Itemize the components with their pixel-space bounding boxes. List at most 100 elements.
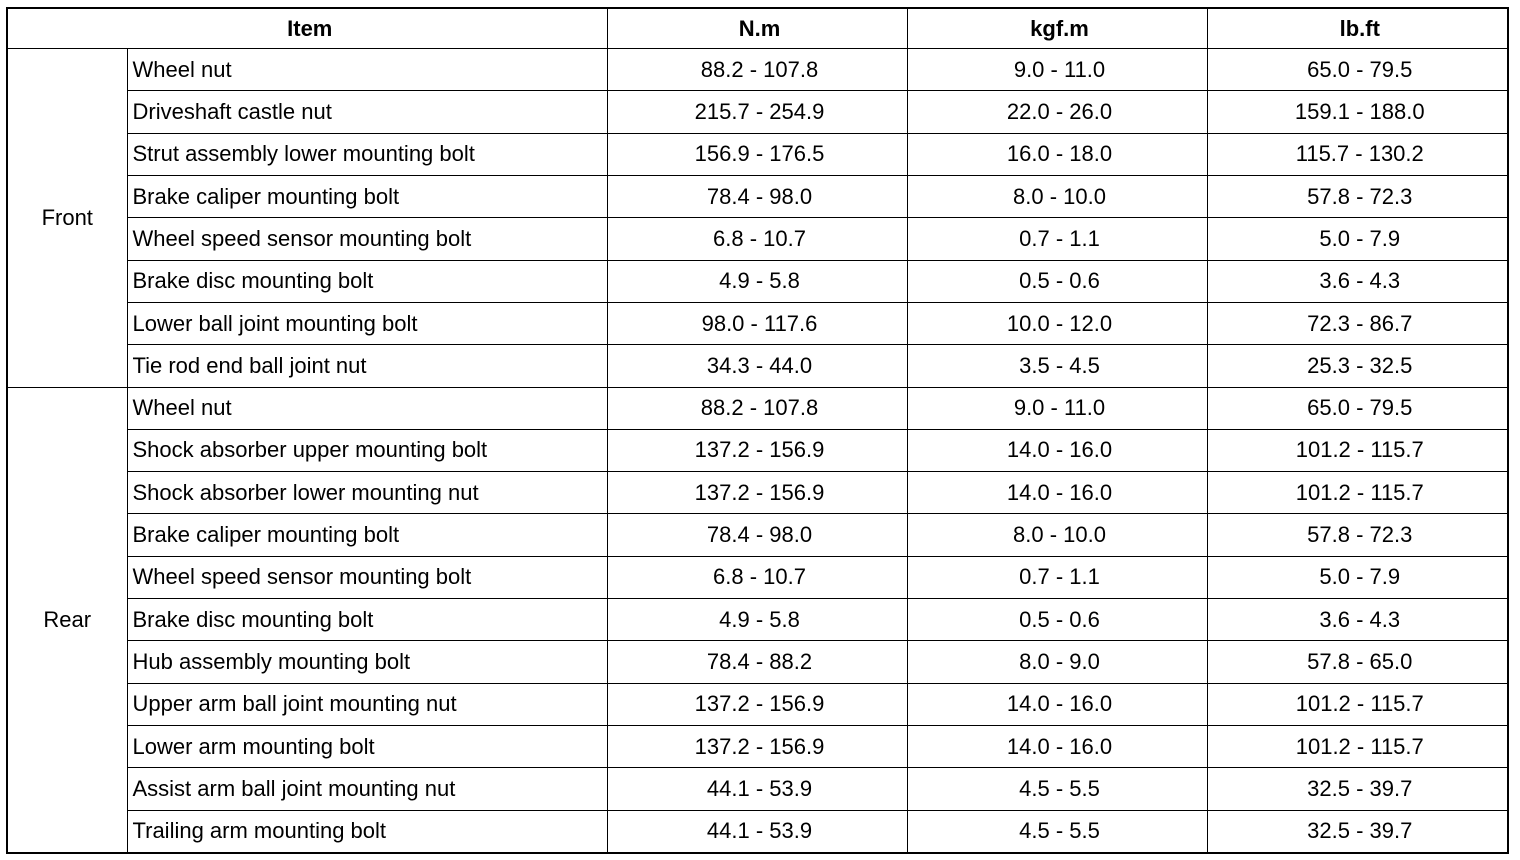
data-row: Rear Wheel nut 88.2 - 107.8 9.0 - 11.0 65.0 … [6,386,1509,854]
item-cell: Brake caliper mounting bolt [126,513,608,557]
value-cell: 101.2 - 115.7 [1206,428,1509,473]
group-cell: Front [6,48,128,388]
value-cell: 9.0 - 11.0 [906,47,1208,92]
value-cell: 115.7 - 130.2 [1206,132,1509,176]
value-cell: 57.8 - 72.3 [1206,174,1509,219]
value-cell: 3.6 - 4.3 [1206,598,1509,642]
value-cell: 0.7 - 1.1 [906,555,1208,600]
value-cell: 78.4 - 98.0 [606,174,908,219]
value-cell: 57.8 - 72.3 [1206,513,1509,557]
value-cell: 137.2 - 156.9 [606,682,908,727]
item-cell: Brake caliper mounting bolt [126,174,608,219]
data-row: Lower arm mounting bolt 137.2 - 156.9 14.0… [7,724,1509,769]
header-row: Item N.m kgf.m lb.ft [6,7,1509,49]
value-cell: 9.0 - 11.0 [906,386,1208,430]
item-cell: Upper arm ball joint mounting nut [126,682,608,727]
value-cell: 14.0 - 16.0 [906,682,1208,727]
value-cell: 34.3 - 44.0 [606,344,908,388]
value-cell: 4.9 - 5.8 [606,259,908,303]
data-row: Lower ball joint mounting bolt 98.0 - 117… [7,301,1509,346]
item-cell: Shock absorber lower mounting nut [126,471,608,515]
value-cell: 57.8 - 65.0 [1206,640,1509,684]
item-cell: Brake disc mounting bolt [126,598,608,642]
value-cell: 101.2 - 115.7 [1206,682,1509,727]
value-cell: 101.2 - 115.7 [1206,471,1509,515]
data-row: Wheel speed sensor mounting bolt 6.8 - 10… [7,555,1509,600]
data-row: Shock absorber lower mounting nut 137.2 -… [7,471,1509,515]
data-row: Assist arm ball joint mounting nut 44.1 -… [7,767,1509,811]
data-row: Front Wheel nut 88.2 - 107.8 9.0 - 11.0 65.0… [6,47,1509,388]
item-cell: Wheel speed sensor mounting bolt [126,555,608,600]
value-cell: 101.2 - 115.7 [1206,724,1509,769]
value-cell: 65.0 - 79.5 [1206,47,1509,92]
value-cell: 14.0 - 16.0 [906,724,1208,769]
item-cell: Wheel nut [126,47,608,92]
item-cell: Wheel nut [126,386,608,430]
value-cell: 78.4 - 98.0 [606,513,908,557]
data-row: Tie rod end ball joint nut 34.3 - 44.0 3.5… [7,344,1509,388]
data-row: Trailing arm mounting bolt 44.1 - 53.9 4.5… [7,809,1509,854]
data-row: Brake disc mounting bolt 4.9 - 5.8 0.5 - 0… [7,259,1509,303]
torque-table: Item N.m kgf.m lb.ft Front Wheel nut 88.2 … [6,7,1509,854]
value-cell: 16.0 - 18.0 [906,132,1208,176]
item-cell: Wheel speed sensor mounting bolt [126,217,608,261]
value-cell: 72.3 - 86.7 [1206,301,1509,346]
value-cell: 44.1 - 53.9 [606,809,908,854]
value-cell: 0.5 - 0.6 [906,259,1208,303]
item-cell: Brake disc mounting bolt [126,259,608,303]
value-cell: 14.0 - 16.0 [906,428,1208,473]
value-cell: 22.0 - 26.0 [906,90,1208,134]
item-cell: Strut assembly lower mounting bolt [126,132,608,176]
group-cell: Rear [6,386,128,854]
value-cell: 137.2 - 156.9 [606,471,908,515]
table-body: Front Wheel nut 88.2 - 107.8 9.0 - 11.0 65.0… [6,47,1509,854]
value-cell: 8.0 - 10.0 [906,513,1208,557]
value-cell: 3.6 - 4.3 [1206,259,1509,303]
data-row: Brake caliper mounting bolt 78.4 - 98.0 8.… [7,174,1509,219]
value-cell: 4.5 - 5.5 [906,767,1208,811]
value-cell: 137.2 - 156.9 [606,428,908,473]
data-row: Strut assembly lower mounting bolt 156.9 … [7,132,1509,176]
data-row: Brake caliper mounting bolt 78.4 - 98.0 8.… [7,513,1509,557]
value-cell: 14.0 - 16.0 [906,471,1208,515]
value-cell: 5.0 - 7.9 [1206,217,1509,261]
item-cell: Shock absorber upper mounting bolt [126,428,608,473]
value-cell: 98.0 - 117.6 [606,301,908,346]
item-cell: Trailing arm mounting bolt [126,809,608,854]
header-cell: N.m [606,7,908,49]
value-cell: 8.0 - 10.0 [906,174,1208,219]
item-cell: Tie rod end ball joint nut [126,344,608,388]
item-cell: Hub assembly mounting bolt [126,640,608,684]
value-cell: 3.5 - 4.5 [906,344,1208,388]
header-cell: Item [6,7,608,49]
data-row: Driveshaft castle nut 215.7 - 254.9 22.0 -… [7,90,1509,134]
value-cell: 156.9 - 176.5 [606,132,908,176]
value-cell: 0.7 - 1.1 [906,217,1208,261]
item-cell: Driveshaft castle nut [126,90,608,134]
value-cell: 0.5 - 0.6 [906,598,1208,642]
value-cell: 6.8 - 10.7 [606,217,908,261]
header-cell: lb.ft [1206,7,1509,49]
value-cell: 32.5 - 39.7 [1206,767,1509,811]
value-cell: 25.3 - 32.5 [1206,344,1509,388]
data-row: Upper arm ball joint mounting nut 137.2 -… [7,682,1509,727]
value-cell: 215.7 - 254.9 [606,90,908,134]
value-cell: 4.5 - 5.5 [906,809,1208,854]
value-cell: 78.4 - 88.2 [606,640,908,684]
value-cell: 10.0 - 12.0 [906,301,1208,346]
value-cell: 4.9 - 5.8 [606,598,908,642]
data-row: Wheel speed sensor mounting bolt 6.8 - 10… [7,217,1509,261]
value-cell: 5.0 - 7.9 [1206,555,1509,600]
value-cell: 65.0 - 79.5 [1206,386,1509,430]
value-cell: 8.0 - 9.0 [906,640,1208,684]
value-cell: 32.5 - 39.7 [1206,809,1509,854]
data-row: Brake disc mounting bolt 4.9 - 5.8 0.5 - 0… [7,598,1509,642]
data-row: Hub assembly mounting bolt 78.4 - 88.2 8.0… [7,640,1509,684]
value-cell: 88.2 - 107.8 [606,47,908,92]
item-cell: Lower arm mounting bolt [126,724,608,769]
value-cell: 137.2 - 156.9 [606,724,908,769]
value-cell: 88.2 - 107.8 [606,386,908,430]
value-cell: 44.1 - 53.9 [606,767,908,811]
value-cell: 6.8 - 10.7 [606,555,908,600]
